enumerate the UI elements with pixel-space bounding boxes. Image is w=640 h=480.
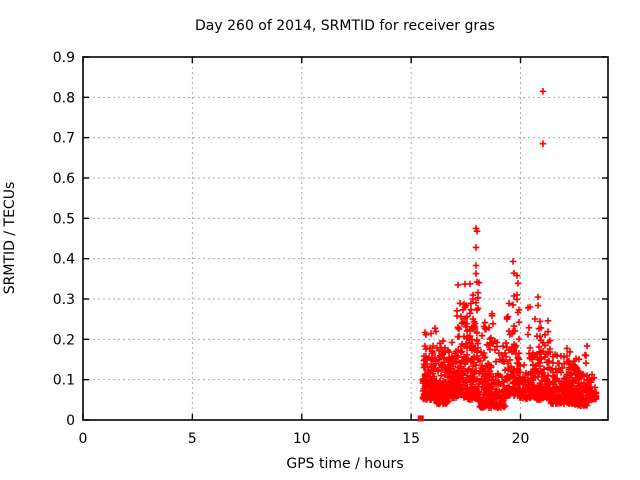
- x-tick-label: 0: [79, 431, 88, 447]
- plot-border: [82, 56, 609, 421]
- x-tick-label: 15: [402, 431, 420, 447]
- y-tick-label: 0.5: [53, 211, 75, 227]
- y-tick-label: 0.7: [53, 131, 75, 147]
- scatter-points-path: [419, 88, 600, 412]
- x-axis-label: GPS time / hours: [286, 456, 403, 472]
- y-tick-label: 0.9: [53, 50, 75, 66]
- y-tick-label: 0.3: [53, 292, 75, 308]
- scatter-points: [417, 88, 600, 422]
- y-tick-label: 0.6: [53, 171, 75, 187]
- start-square-marker: [417, 415, 424, 422]
- grid: [83, 57, 608, 420]
- x-tick-label: 20: [512, 431, 530, 447]
- y-axis-label: SRMTID / TECUs: [2, 182, 18, 295]
- y-tick-label: 0.8: [53, 90, 75, 106]
- tick-labels: 0 5 10 15 20 0 0.1 0.2 0.3 0.4 0.5 0.6 0.7 0.8 0.9: [53, 50, 530, 447]
- tick-marks: [82, 56, 608, 421]
- x-tick-label: 10: [293, 431, 311, 447]
- x-tick-label: 5: [188, 431, 197, 447]
- y-tick-label: 0.4: [53, 252, 75, 268]
- y-tick-label: 0.2: [53, 332, 75, 348]
- chart-title: Day 260 of 2014, SRMTID for receiver gra…: [195, 18, 495, 34]
- y-tick-label: 0: [66, 413, 75, 429]
- y-tick-label: 0.1: [53, 373, 75, 389]
